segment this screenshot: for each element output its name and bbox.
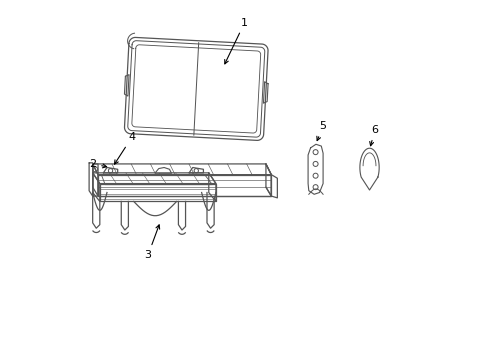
Text: 4: 4 — [114, 132, 135, 164]
Text: 1: 1 — [224, 18, 247, 64]
Text: 3: 3 — [144, 225, 159, 260]
Text: 2: 2 — [89, 159, 106, 169]
Text: 5: 5 — [316, 121, 326, 140]
Text: 6: 6 — [369, 125, 378, 146]
